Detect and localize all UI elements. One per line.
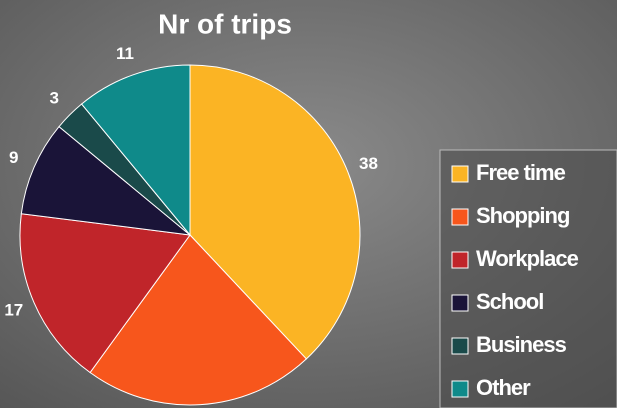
legend-label: School xyxy=(476,289,543,314)
legend-label: Workplace xyxy=(476,246,579,271)
legend-swatch xyxy=(451,251,469,269)
data-label: 38 xyxy=(359,154,378,173)
legend-label: Free time xyxy=(476,160,566,185)
data-label: 9 xyxy=(9,148,18,167)
legend-label: Business xyxy=(476,332,567,357)
pie-slice xyxy=(89,234,308,406)
pie-slice xyxy=(189,64,361,360)
pie-slice xyxy=(19,213,191,374)
pie-slice xyxy=(20,125,192,236)
data-label: 3 xyxy=(50,89,59,108)
data-label: 11 xyxy=(116,44,134,63)
data-label: 17 xyxy=(4,301,23,320)
legend-swatch xyxy=(451,165,469,183)
legend-swatch xyxy=(451,380,469,398)
legend-label: Shopping xyxy=(476,203,569,228)
pie-slice xyxy=(80,64,191,237)
chart-title: Nr of trips xyxy=(158,8,292,39)
legend-swatch xyxy=(451,208,469,226)
legend-label: Other xyxy=(476,375,531,400)
legend-swatch xyxy=(451,294,469,312)
legend-swatch xyxy=(451,337,469,355)
legend-box xyxy=(439,149,617,408)
